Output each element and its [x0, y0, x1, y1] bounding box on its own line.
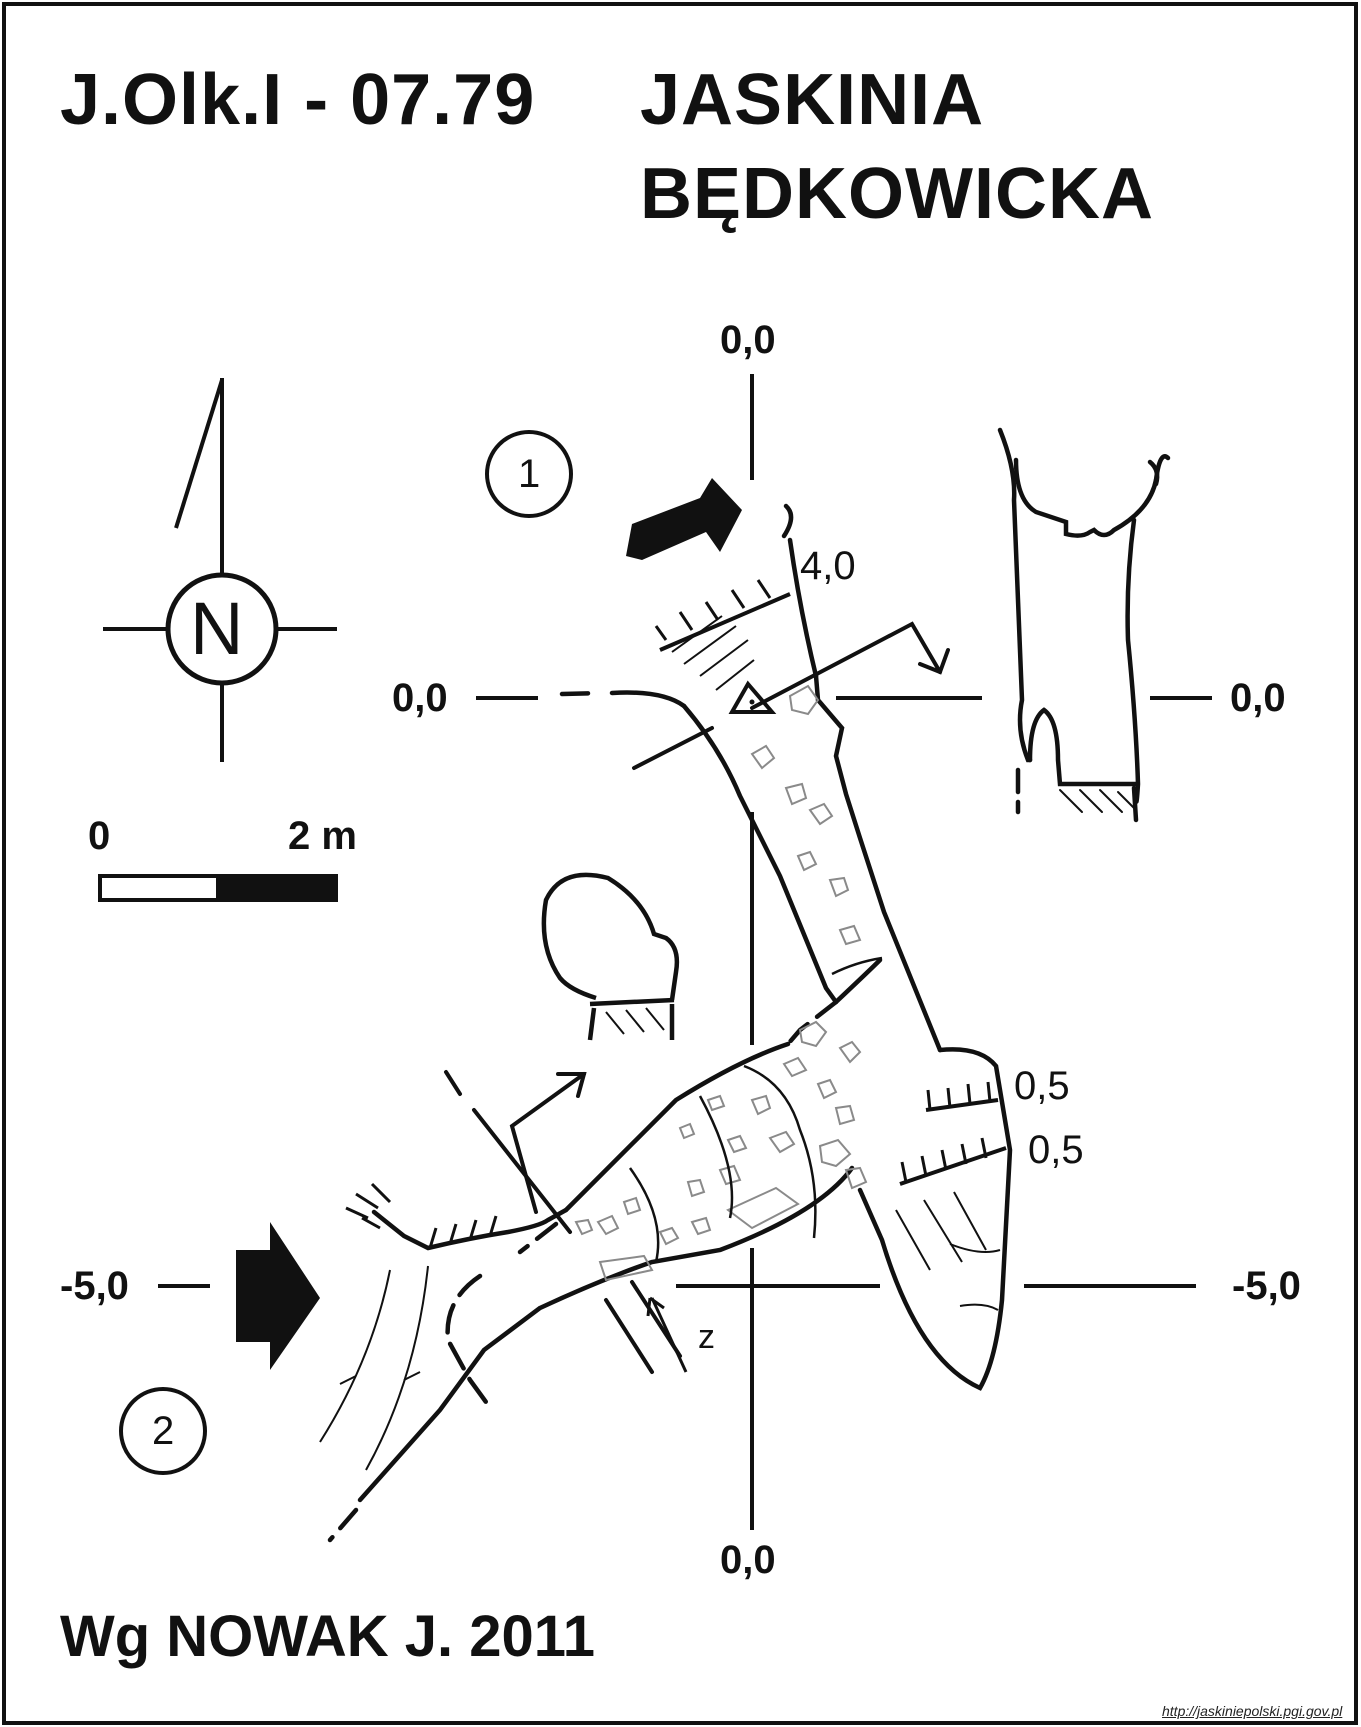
scale-end-label: 2 m	[288, 814, 357, 858]
map-code-title: J.Olk.I - 07.79	[60, 60, 536, 140]
section-line-2	[444, 1070, 682, 1374]
section-marker-1: 1	[518, 452, 541, 496]
scale-start-label: 0	[88, 814, 111, 858]
section-marker-2-circle	[119, 1387, 207, 1475]
entrance-arrow-1-icon	[626, 478, 742, 560]
source-url-link[interactable]: http://jaskiniepolski.pgi.gov.pl	[1162, 1703, 1343, 1719]
terrain-lines	[319, 1265, 429, 1471]
section-marker-2: 2	[152, 1409, 175, 1453]
depth-label-step-2: 0,5	[1028, 1128, 1084, 1172]
grid-label-plan-bottom: 0,0	[720, 1538, 776, 1582]
cross-section-2	[541, 872, 680, 1041]
grid-label-plan-top: 0,0	[720, 318, 776, 362]
scale-bar-graphic	[98, 874, 338, 902]
north-arrow-icon	[103, 378, 337, 762]
cave-name-line-2: BĘDKOWICKA	[640, 154, 1154, 234]
z-arrow-icon	[646, 1296, 688, 1373]
rubble-fill	[574, 684, 868, 1282]
cave-name-line-1: JASKINIA	[640, 60, 985, 140]
grid-label-row5-right: -5,0	[1232, 1264, 1301, 1308]
cross-section-1	[997, 427, 1171, 823]
ledge-hatching	[345, 579, 1007, 1311]
passage-mark-z: z	[698, 1318, 715, 1356]
entrance-arrow-2-icon	[236, 1222, 320, 1370]
grid-label-row0-left: 0,0	[392, 676, 448, 720]
rubble-boundaries	[628, 956, 883, 1263]
section-marker-1-circle	[485, 430, 573, 518]
author-credit: Wg NOWAK J. 2011	[60, 1604, 596, 1669]
grid-label-row5-left: -5,0	[60, 1264, 129, 1308]
depth-label-step-1: 0,5	[1014, 1064, 1070, 1108]
grid-lines	[158, 374, 1212, 1530]
cave-outline	[327, 503, 1013, 1543]
section-line-1	[632, 621, 950, 770]
grid-label-row0-right: 0,0	[1230, 676, 1286, 720]
depth-label-entrance: 4,0	[800, 544, 856, 588]
north-letter: N	[190, 587, 244, 670]
